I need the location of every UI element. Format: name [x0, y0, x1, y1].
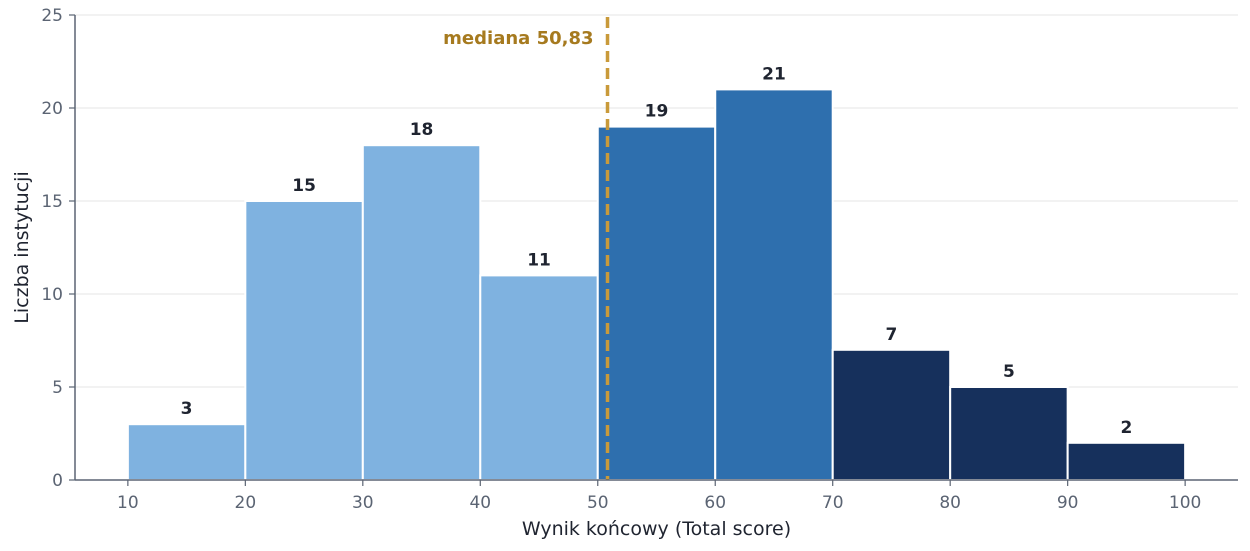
y-ticks: 0 5 10 15 20 25 [41, 6, 75, 491]
bar-value-label: 7 [886, 325, 898, 345]
bar-30-40 [361, 144, 482, 481]
x-tick-label: 70 [822, 493, 844, 513]
x-tick-label: 80 [939, 493, 961, 513]
bar-10-20 [126, 423, 247, 482]
bar-60-70 [714, 88, 834, 482]
bar-value-label: 18 [410, 120, 434, 140]
median-marker: mediana 50,83 [443, 17, 610, 480]
bar-value-label: 19 [645, 102, 669, 122]
y-tick-label: 20 [41, 99, 63, 119]
bar-value-label: 2 [1120, 418, 1132, 438]
bar-50-60 [596, 125, 717, 481]
bar-70-80 [831, 348, 952, 481]
bar-value-label: 15 [292, 176, 316, 196]
bars [126, 88, 1187, 482]
bar-value-label: 11 [527, 250, 551, 270]
bar-80-90 [949, 386, 1069, 481]
bar-20-30 [244, 200, 364, 481]
y-tick-label: 10 [41, 285, 63, 305]
x-tick-label: 10 [117, 493, 139, 513]
y-tick-label: 0 [52, 471, 63, 491]
bar-labels: 3 15 18 11 19 21 7 5 2 [181, 64, 1133, 437]
bar-value-label: 3 [181, 399, 193, 419]
x-tick-label: 60 [704, 493, 726, 513]
x-tick-label: 30 [352, 493, 374, 513]
x-tick-label: 50 [587, 493, 609, 513]
x-tick-label: 20 [235, 493, 257, 513]
x-tick-label: 40 [469, 493, 491, 513]
bar-90-100 [1066, 441, 1187, 481]
bar-value-label: 5 [1003, 362, 1015, 382]
bar-40-50 [479, 274, 599, 481]
x-axis-label: Wynik końcowy (Total score) [522, 518, 791, 540]
bar-value-label: 21 [762, 64, 786, 84]
y-tick-label: 5 [52, 378, 63, 398]
y-axis-label: Liczba instytucji [11, 171, 33, 323]
y-tick-label: 25 [41, 6, 63, 26]
x-ticks: 10 20 30 40 50 60 70 80 90 100 [117, 480, 1201, 513]
axes [74, 15, 1238, 481]
x-tick-label: 90 [1057, 493, 1079, 513]
x-tick-label: 100 [1169, 493, 1201, 513]
y-tick-label: 15 [41, 192, 63, 212]
median-label: mediana 50,83 [443, 28, 593, 49]
